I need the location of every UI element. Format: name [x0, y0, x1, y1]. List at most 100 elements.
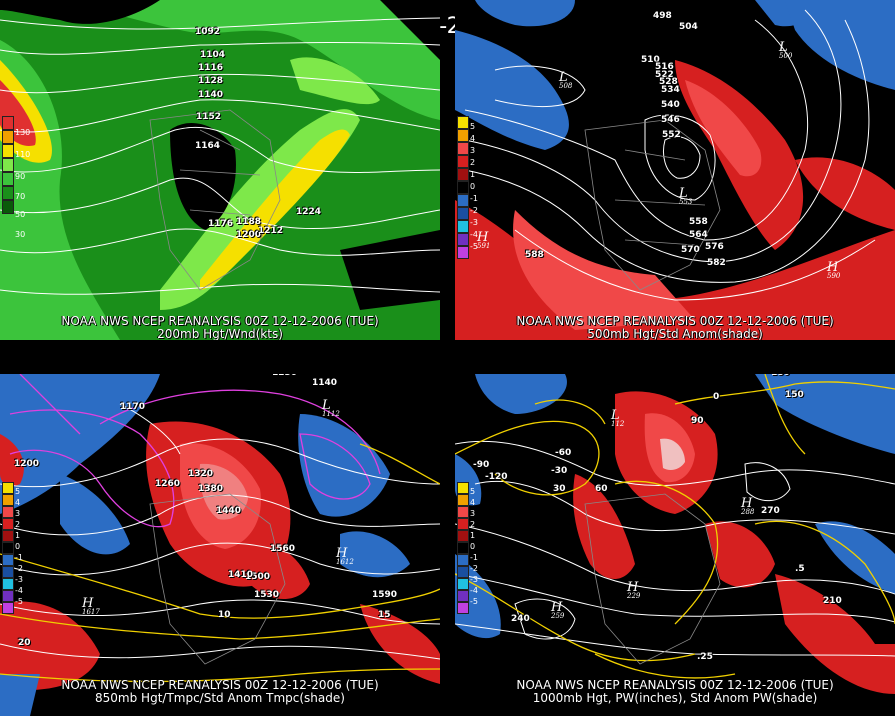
legend-label: 2: [470, 158, 476, 167]
marker-symbol: H: [741, 496, 753, 511]
low-marker: L 1112: [322, 398, 340, 418]
legend-swatch: [457, 129, 469, 142]
marker-symbol: L: [322, 398, 331, 413]
legend-label: -5: [15, 597, 23, 606]
legend-swatch: [457, 518, 469, 530]
legend-swatch: [2, 554, 14, 566]
panel-850mb-map: [0, 374, 440, 716]
contour-label: 240: [511, 614, 530, 624]
panel-1000mb-map: [455, 374, 895, 716]
legend-850mb: 5 4 3 2 1 0 -1 -2 -3 -4 -5: [2, 482, 23, 614]
contour-label: 1176: [208, 219, 234, 229]
legend-label: 110: [15, 150, 31, 159]
contour-label: 546: [661, 115, 680, 125]
legend-swatch: [2, 530, 14, 542]
legend-swatch: [457, 494, 469, 506]
contour-label: 60: [595, 484, 608, 494]
legend-label: 5: [470, 122, 476, 131]
legend-label: -3: [470, 218, 478, 227]
legend-swatch: [457, 554, 469, 566]
panel-1000mb: 5 4 3 2 1 0 -1 -2 -3 -4 -5 180 150 90 60…: [455, 374, 895, 716]
contour-label: .25: [697, 652, 713, 662]
panel-200mb: 130 110 90 70 50 30 1092 1104 1116 1128 …: [0, 0, 440, 340]
legend-label: 0: [470, 542, 476, 551]
contour-label: 498: [653, 11, 672, 21]
legend-label: -2: [470, 564, 478, 573]
marker-symbol: L: [611, 408, 620, 423]
marker-symbol: H: [627, 580, 639, 595]
contour-label: 528: [659, 77, 678, 87]
marker-value: 1112: [322, 410, 340, 418]
panel-500mb: 5 4 3 2 1 0 -1 -2 -3 -4 -5 498 504 510 5…: [455, 0, 895, 340]
contour-label: 1224: [296, 207, 322, 217]
legend-swatch: [2, 518, 14, 530]
legend-label: 4: [15, 498, 21, 507]
marker-value: 500: [779, 52, 793, 60]
marker-symbol: H: [336, 546, 348, 561]
legend-swatch: [457, 181, 469, 194]
contour-label: 1530: [254, 590, 280, 600]
legend-label: 5: [15, 487, 21, 496]
legend-label: -4: [15, 586, 23, 595]
legend-label: -3: [15, 575, 23, 584]
caption-line2: 500mb Hgt/Std Anom(shade): [587, 327, 763, 340]
legend-label: 1: [470, 170, 476, 179]
legend-swatch: [2, 506, 14, 518]
contour-label: 90: [691, 416, 704, 426]
marker-value: 112: [611, 420, 625, 428]
panel-200mb-map: [0, 0, 440, 340]
contour-label: 1260: [155, 479, 181, 489]
legend-swatch: [2, 144, 14, 158]
contour-label: 504: [679, 22, 698, 32]
caption-line1: NOAA NWS NCEP REANALYSIS 00Z 12-12-2006 …: [516, 678, 834, 692]
contour-label: 1170: [120, 402, 146, 412]
legend-label: 90: [15, 172, 26, 181]
marker-symbol: L: [559, 70, 568, 85]
legend-swatch: [457, 530, 469, 542]
contour-label: 20: [18, 638, 31, 648]
legend-swatch: [457, 602, 469, 614]
legend-swatch: [457, 590, 469, 602]
contour-label: 1380: [198, 484, 224, 494]
marker-value: 591: [477, 242, 491, 250]
legend-1000mb: 5 4 3 2 1 0 -1 -2 -3 -4 -5: [457, 482, 478, 614]
contour-label: 1140: [198, 90, 224, 100]
legend-label: 3: [15, 509, 21, 518]
legend-label: -5: [470, 242, 478, 251]
legend-swatch: [2, 116, 14, 130]
legend-label: 50: [15, 210, 26, 219]
legend-swatch: [2, 494, 14, 506]
legend-label: -5: [470, 597, 478, 606]
legend-swatch: [457, 506, 469, 518]
marker-value: 1612: [336, 558, 354, 566]
legend-label: -2: [470, 206, 478, 215]
legend-swatch: [2, 130, 14, 144]
legend-label: -1: [470, 553, 478, 562]
contour-label: 558: [689, 217, 708, 227]
legend-swatch: [457, 578, 469, 590]
marker-value: 590: [827, 272, 841, 280]
legend-swatch: [457, 566, 469, 578]
legend-label: -4: [470, 586, 478, 595]
panel-500mb-map: [455, 0, 895, 340]
legend-label: -1: [15, 553, 23, 562]
legend-swatch: [2, 590, 14, 602]
marker-symbol: H: [477, 230, 489, 245]
contour-label: 1410: [228, 570, 254, 580]
legend-500mb: 5 4 3 2 1 0 -1 -2 -3 -4 -5: [457, 116, 478, 259]
caption-line2: 850mb Hgt/Tmpc/Std Anom Tmpc(shade): [95, 691, 345, 705]
contour-label: 1440: [216, 506, 242, 516]
legend-label: 4: [470, 498, 476, 507]
contour-label: 30: [553, 484, 566, 494]
contour-label: 270: [761, 506, 780, 516]
legend-swatch: [457, 246, 469, 259]
contour-label: 582: [707, 258, 726, 268]
marker-symbol: H: [827, 260, 839, 275]
marker-symbol: H: [82, 596, 94, 611]
caption-line2: 1000mb Hgt, PW(inches), Std Anom PW(shad…: [532, 691, 818, 705]
contour-label: 576: [705, 242, 724, 252]
legend-swatch: [457, 220, 469, 233]
legend-swatch: [457, 142, 469, 155]
legend-label: 1: [470, 531, 476, 540]
contour-label: 1560: [270, 544, 296, 554]
